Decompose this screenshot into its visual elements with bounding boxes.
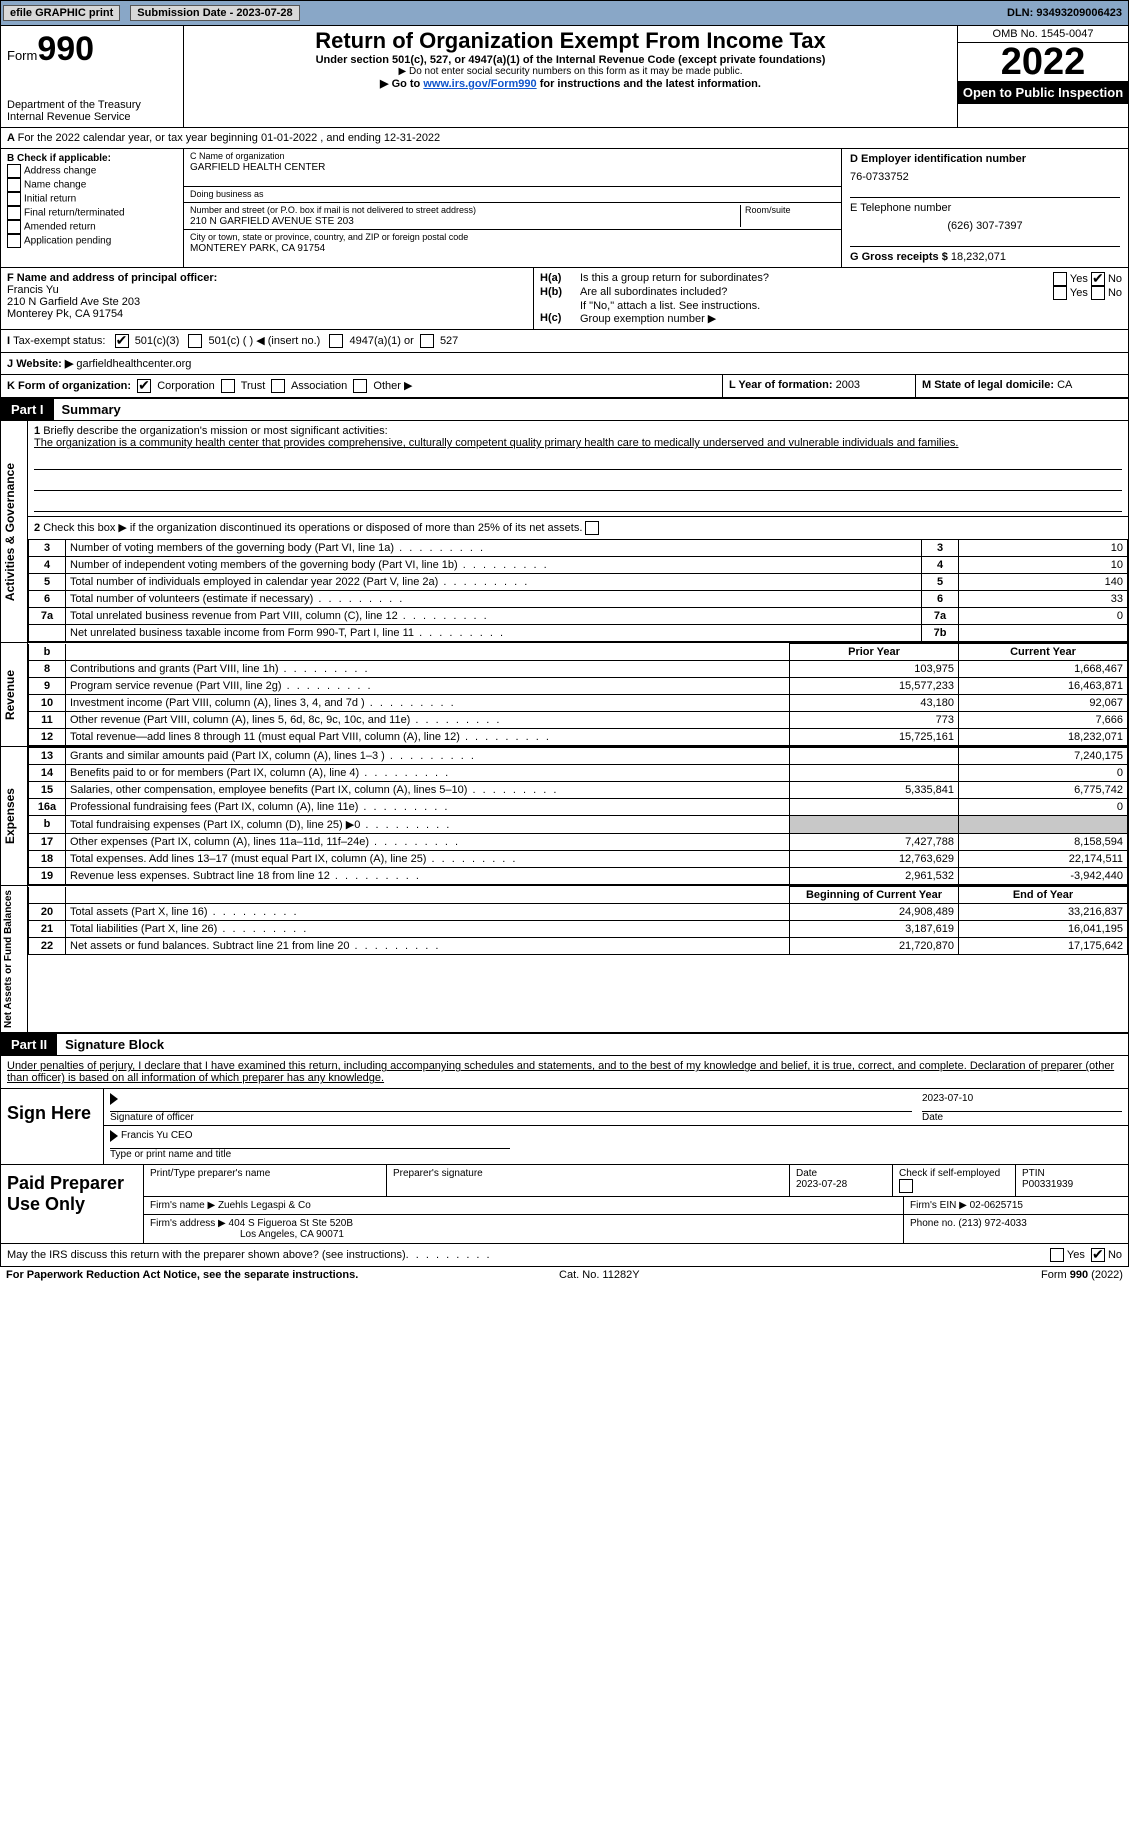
chk-527[interactable]	[420, 334, 434, 348]
chk-assoc[interactable]	[271, 379, 285, 393]
chk-discontinued[interactable]	[585, 521, 599, 535]
chk-initial-return[interactable]	[7, 192, 21, 206]
instructions-link[interactable]: www.irs.gov/Form990	[423, 78, 536, 90]
chk-address-change[interactable]	[7, 164, 21, 178]
form-title: Return of Organization Exempt From Incom…	[190, 28, 951, 54]
sign-date: 2023-07-10	[922, 1093, 1122, 1105]
dln-label: DLN: 93493209006423	[1007, 7, 1122, 19]
submission-date-button[interactable]: Submission Date - 2023-07-28	[130, 5, 299, 21]
discuss-yes[interactable]	[1050, 1248, 1064, 1262]
chk-501c3[interactable]	[115, 334, 129, 348]
footer: For Paperwork Reduction Act Notice, see …	[0, 1267, 1129, 1283]
ptin: P00331939	[1022, 1179, 1073, 1190]
chk-4947[interactable]	[329, 334, 343, 348]
chk-other[interactable]	[353, 379, 367, 393]
firm-name: Zuehls Legaspi & Co	[218, 1200, 311, 1211]
firm-phone: (213) 972-4033	[958, 1218, 1026, 1229]
section-klm: K Form of organization: Corporation Trus…	[0, 375, 1129, 398]
phone: (626) 307-7397	[850, 220, 1120, 232]
netassets-table: Beginning of Current YearEnd of Year20To…	[28, 886, 1128, 955]
open-inspection: Open to Public Inspection	[958, 81, 1128, 104]
mission-text: The organization is a community health c…	[34, 437, 958, 449]
part1-body: Activities & Governance 1 Briefly descri…	[0, 421, 1129, 643]
org-name: GARFIELD HEALTH CENTER	[190, 162, 325, 173]
year-formation: 2003	[836, 379, 860, 391]
b-label: B Check if applicable:	[7, 153, 111, 164]
form-header: Form990 Department of the Treasury Inter…	[0, 26, 1129, 128]
efile-print-button[interactable]: efile GRAPHIC print	[3, 5, 120, 21]
chk-corp[interactable]	[137, 379, 151, 393]
triangle-icon	[110, 1093, 118, 1105]
penalty-text: Under penalties of perjury, I declare th…	[0, 1056, 1129, 1089]
section-bcd: B Check if applicable: Address change Na…	[0, 149, 1129, 268]
section-fh: F Name and address of principal officer:…	[0, 268, 1129, 330]
governance-table: 3Number of voting members of the governi…	[28, 539, 1128, 642]
street-address: 210 N GARFIELD AVENUE STE 203	[190, 216, 354, 227]
chk-trust[interactable]	[221, 379, 235, 393]
state-domicile: CA	[1057, 379, 1072, 391]
subtitle-3: ▶ Go to www.irs.gov/Form990 for instruct…	[190, 77, 951, 90]
sign-here-block: Sign Here 2023-07-10 Signature of office…	[0, 1089, 1129, 1165]
firm-ein: 02-0625715	[970, 1200, 1023, 1211]
section-i: I Tax-exempt status: 501(c)(3) 501(c) ( …	[0, 330, 1129, 353]
tax-year: 2022	[958, 43, 1128, 81]
ha-yes[interactable]	[1053, 272, 1067, 286]
part-2-header: Part IISignature Block	[0, 1033, 1129, 1056]
ein: 76-0733752	[850, 171, 1120, 183]
hb-yes[interactable]	[1053, 286, 1067, 300]
website: garfieldhealthcenter.org	[76, 358, 191, 370]
form-label: Form990	[7, 30, 177, 69]
officer-name-title: Francis Yu CEO	[121, 1130, 193, 1142]
expenses-table: 13Grants and similar amounts paid (Part …	[28, 747, 1128, 885]
section-a: A For the 2022 calendar year, or tax yea…	[0, 128, 1129, 149]
irs-label: Internal Revenue Service	[7, 111, 177, 123]
top-bar: efile GRAPHIC print Submission Date - 20…	[0, 0, 1129, 26]
chk-self-employed[interactable]	[899, 1179, 913, 1193]
hb-no[interactable]	[1091, 286, 1105, 300]
chk-app-pending[interactable]	[7, 234, 21, 248]
chk-amended[interactable]	[7, 220, 21, 234]
chk-501c[interactable]	[188, 334, 202, 348]
chk-final-return[interactable]	[7, 206, 21, 220]
subtitle-2: ▶ Do not enter social security numbers o…	[190, 66, 951, 77]
gross-receipts: 18,232,071	[951, 251, 1006, 263]
ha-no[interactable]	[1091, 272, 1105, 286]
discuss-row: May the IRS discuss this return with the…	[0, 1244, 1129, 1267]
dept-label: Department of the Treasury	[7, 99, 177, 111]
revenue-table: bPrior YearCurrent Year8Contributions an…	[28, 643, 1128, 746]
section-j: J Website: ▶ garfieldhealthcenter.org	[0, 353, 1129, 375]
chk-name-change[interactable]	[7, 178, 21, 192]
part-1-header: Part ISummary	[0, 398, 1129, 421]
discuss-no[interactable]	[1091, 1248, 1105, 1262]
triangle-icon	[110, 1130, 118, 1142]
paid-preparer-block: Paid Preparer Use Only Print/Type prepar…	[0, 1165, 1129, 1244]
city-state-zip: MONTEREY PARK, CA 91754	[190, 243, 325, 254]
officer-name: Francis Yu	[7, 284, 59, 296]
subtitle-1: Under section 501(c), 527, or 4947(a)(1)…	[190, 54, 951, 66]
